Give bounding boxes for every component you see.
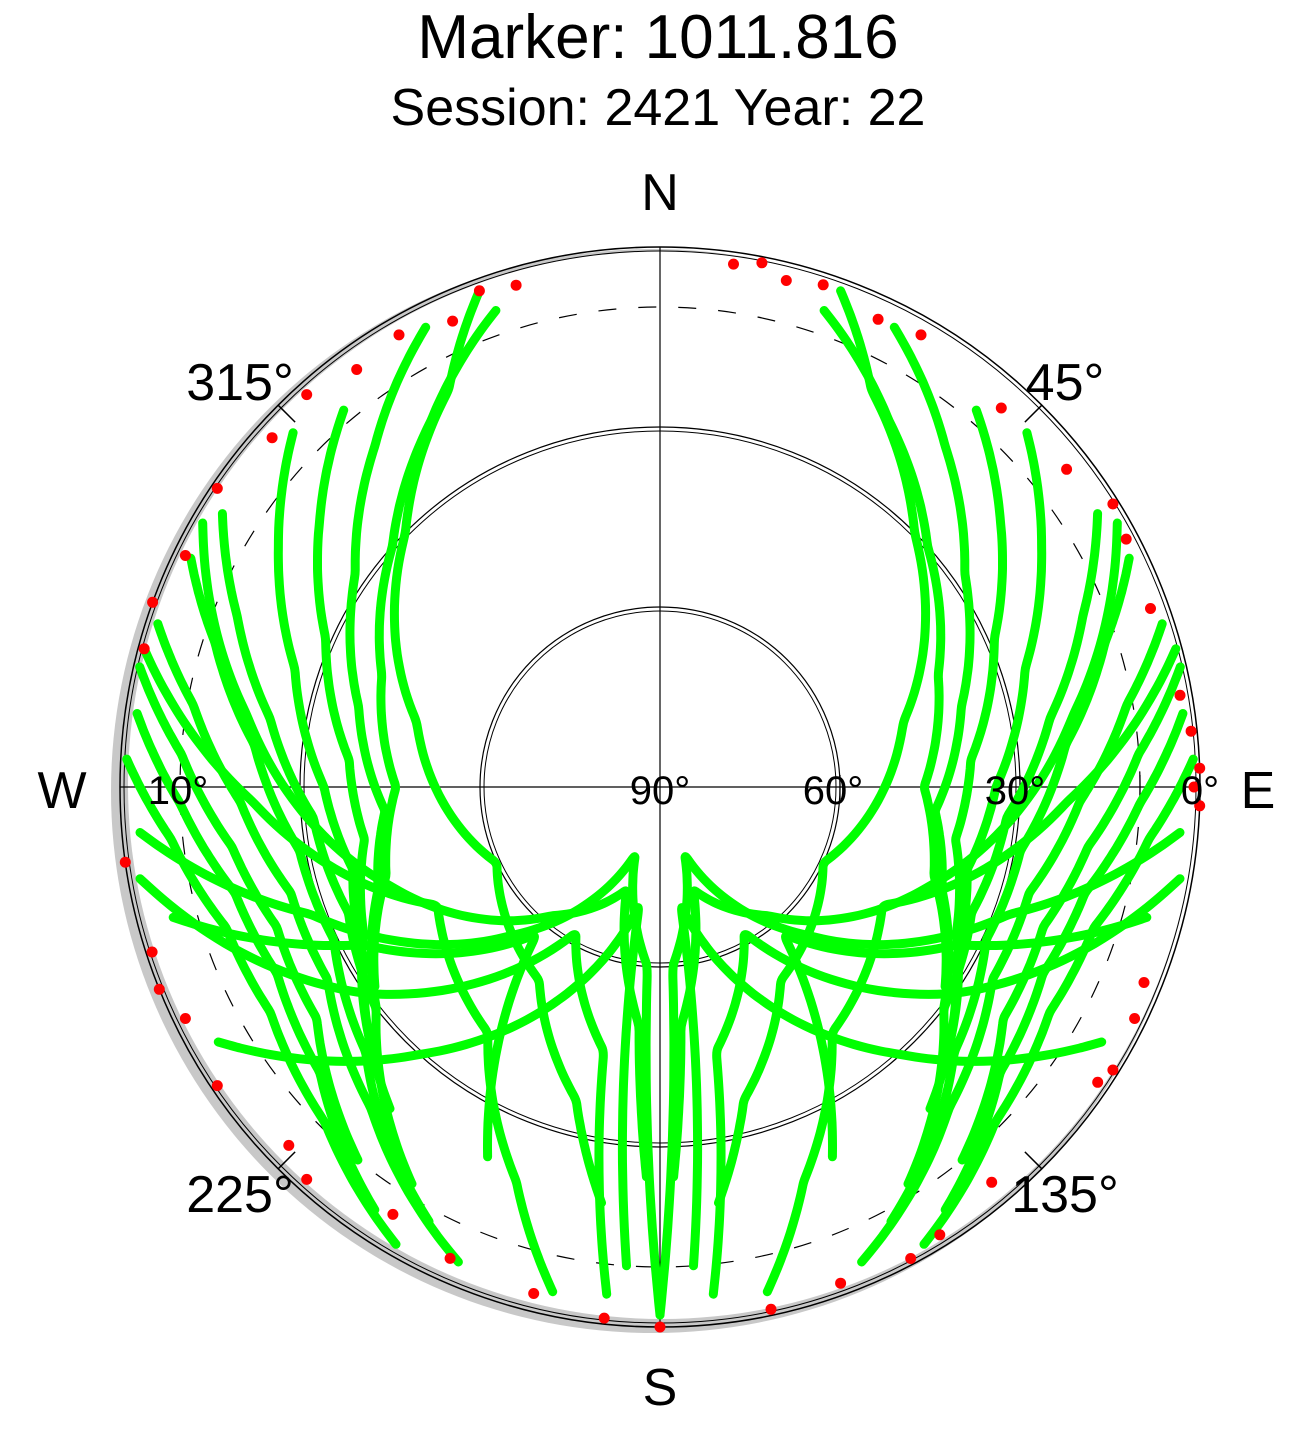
low-elevation-point-39 (179, 550, 191, 561)
low-elevation-point-31 (283, 1139, 295, 1151)
low-elevation-point-7 (1061, 463, 1073, 475)
direction-label-east: E (1241, 762, 1276, 820)
low-elevation-point-38 (147, 596, 159, 608)
satellite-track-22 (669, 518, 1122, 1182)
satellite-track-28 (708, 874, 1185, 1299)
low-elevation-point-20 (986, 1176, 998, 1188)
azimuth-tick-225 (277, 1151, 296, 1170)
low-elevation-point-43 (351, 364, 363, 375)
satellite-track-33 (168, 912, 539, 1162)
low-elevation-point-32 (211, 1080, 223, 1092)
low-elevation-point-29 (387, 1208, 399, 1220)
elevation-label-30: 30° (985, 769, 1046, 813)
low-elevation-point-28 (444, 1252, 456, 1264)
direction-label-west: W (37, 762, 86, 820)
satellite-track-21 (389, 286, 606, 1208)
azimuth-label-135: 135° (1011, 1166, 1119, 1224)
azimuth-tick-135 (1024, 1151, 1043, 1170)
low-elevation-point-0 (728, 258, 739, 270)
satellite-track-19 (122, 754, 401, 1249)
satellite-track-17 (135, 662, 363, 1165)
low-elevation-point-18 (1107, 1064, 1119, 1076)
low-elevation-point-13 (1194, 762, 1206, 774)
low-elevation-point-42 (301, 389, 313, 401)
low-elevation-point-10 (1145, 603, 1156, 614)
low-elevation-point-34 (153, 983, 165, 995)
low-elevation-point-16 (1138, 977, 1150, 988)
low-elevation-point-33 (179, 1013, 191, 1024)
azimuth-label-225: 225° (186, 1166, 294, 1224)
low-elevation-point-4 (872, 313, 884, 325)
low-elevation-point-46 (473, 285, 485, 297)
low-elevation-point-23 (835, 1277, 847, 1289)
low-elevation-point-5 (915, 329, 927, 341)
elevation-label-90: 90° (630, 769, 691, 813)
satellite-track-7 (957, 662, 1185, 1165)
low-elevation-point-27 (528, 1288, 540, 1299)
low-elevation-point-24 (765, 1303, 777, 1315)
satellite-track-25 (135, 828, 665, 1320)
satellite-track-6 (857, 619, 1167, 1267)
direction-label-south: S (643, 1359, 678, 1417)
satellite-track-9 (919, 754, 1198, 1249)
low-elevation-point-15 (1194, 800, 1206, 812)
low-elevation-point-3 (817, 279, 829, 291)
low-elevation-point-6 (995, 402, 1007, 414)
satellite-track-31 (139, 644, 558, 1297)
azimuth-label-45: 45° (1026, 354, 1105, 412)
chart-title: Marker: 1011.816 (417, 3, 899, 72)
low-elevation-point-35 (146, 946, 158, 958)
low-elevation-points (119, 257, 1206, 1333)
satellite-track-16 (153, 619, 463, 1267)
azimuth-label-315: 315° (186, 354, 294, 412)
low-elevation-point-44 (393, 329, 405, 341)
low-elevation-point-19 (1092, 1076, 1104, 1088)
low-elevation-point-26 (598, 1312, 610, 1324)
low-elevation-point-21 (934, 1229, 946, 1241)
axis-labels: N S E W 45° 135° 225° 315° 0° 30° 60° 90° 10° (37, 164, 1275, 1417)
low-elevation-point-9 (1120, 533, 1132, 545)
chart-subtitle: Session: 2421 Year: 22 (390, 79, 926, 137)
low-elevation-point-12 (1185, 725, 1197, 737)
satellite-track-20 (714, 286, 931, 1208)
low-elevation-point-45 (447, 315, 459, 327)
satellite-track-29 (135, 874, 612, 1299)
satellite-tracks (122, 286, 1198, 1320)
azimuth-tick-315 (277, 404, 296, 423)
low-elevation-point-17 (1129, 1013, 1141, 1024)
elevation-label-0: 0° (1181, 769, 1219, 813)
low-elevation-point-25 (654, 1321, 666, 1333)
low-elevation-point-36 (119, 856, 131, 868)
low-elevation-point-47 (510, 279, 522, 291)
low-elevation-point-40 (211, 482, 223, 494)
satellite-track-24 (655, 828, 1185, 1320)
low-elevation-point-8 (1107, 498, 1119, 510)
low-elevation-point-2 (780, 275, 792, 286)
low-elevation-point-1 (756, 257, 768, 269)
satellite-track-13 (273, 428, 395, 1114)
elevation-label-10: 10° (148, 769, 209, 813)
low-elevation-point-11 (1174, 689, 1186, 701)
low-elevation-point-22 (905, 1253, 917, 1264)
azimuth-tick-45 (1024, 404, 1043, 423)
satellite-track-30 (762, 644, 1181, 1297)
low-elevation-point-37 (138, 643, 150, 655)
satellite-track-3 (925, 428, 1047, 1114)
satellite-track-23 (198, 518, 651, 1182)
direction-label-north: N (641, 164, 679, 222)
low-elevation-point-14 (1188, 781, 1200, 793)
satellite-track-32 (781, 912, 1152, 1162)
low-elevation-point-30 (301, 1173, 313, 1185)
low-elevation-point-41 (266, 432, 278, 444)
elevation-label-60: 60° (803, 769, 864, 813)
